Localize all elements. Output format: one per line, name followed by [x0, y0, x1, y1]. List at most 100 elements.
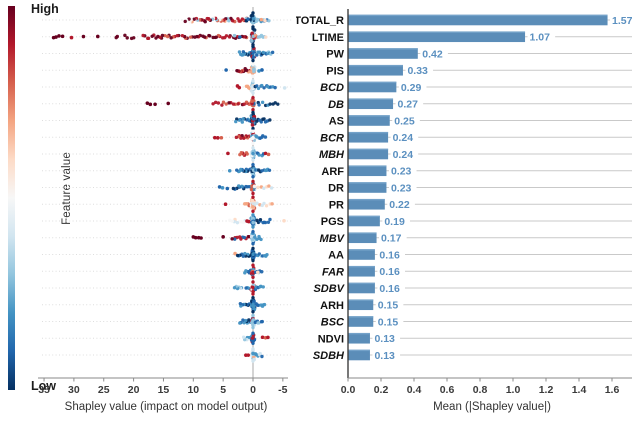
shap-point	[246, 235, 250, 239]
bar-highlight-edge	[348, 265, 375, 268]
value-label-backing	[420, 48, 448, 59]
shap-point	[169, 36, 173, 40]
shap-outlier-point	[95, 34, 100, 39]
shap-point	[251, 129, 255, 133]
x-tick-label: 0.6	[440, 384, 455, 396]
shap-outlier-point	[145, 101, 150, 105]
bar-value-label: 0.33	[407, 65, 428, 77]
shap-outlier-point	[225, 186, 230, 191]
mean-shap-bar	[348, 316, 374, 327]
shap-point	[261, 285, 265, 289]
shap-point	[250, 31, 254, 36]
shap-point	[183, 19, 187, 24]
shap-point	[250, 123, 255, 127]
bar-highlight-edge	[348, 299, 374, 301]
shap-point	[253, 235, 257, 239]
feature-label: NDVI	[318, 333, 344, 345]
bar-value-label: 0.19	[384, 216, 405, 228]
shap-point	[235, 168, 239, 172]
shap-point	[267, 168, 272, 172]
shap-point	[146, 36, 150, 41]
shap-outlier-point	[226, 151, 230, 156]
shap-point	[244, 84, 249, 89]
shap-point	[260, 354, 264, 359]
x-tick-label: 0.8	[473, 384, 488, 396]
x-tick-label: 25	[98, 384, 110, 396]
shap-outlier-point	[227, 168, 232, 173]
shap-point	[251, 16, 256, 21]
bar-value-label: 0.23	[391, 166, 412, 178]
shap-point	[259, 120, 263, 124]
shap-outlier-point	[81, 34, 86, 39]
shap-point	[216, 101, 221, 105]
value-label-backing	[388, 165, 417, 177]
shap-point	[258, 351, 262, 356]
shap-point	[251, 96, 255, 100]
shap-point	[251, 242, 255, 246]
shap-point	[244, 184, 248, 189]
mean-shap-bar	[348, 115, 390, 126]
shap-point	[235, 253, 240, 258]
bar-highlight-edge	[348, 249, 375, 251]
shap-point	[243, 251, 247, 256]
shap-point	[251, 220, 256, 225]
bar-value-label: 0.15	[378, 316, 399, 328]
mean-shap-bar	[348, 131, 389, 143]
feature-label: FAR	[322, 266, 344, 278]
mean-shap-bar	[348, 165, 387, 177]
shap-point	[249, 187, 254, 192]
shap-point	[160, 33, 165, 38]
feature-label: MBV	[320, 233, 346, 245]
shap-point	[251, 292, 255, 296]
shap-point	[267, 19, 271, 23]
value-label-backing	[375, 316, 404, 327]
shap-point	[141, 33, 145, 38]
shap-point	[260, 83, 264, 88]
shap-point	[257, 153, 261, 157]
shap-point	[251, 252, 255, 256]
shap-point	[236, 102, 240, 106]
shap-point	[257, 103, 261, 107]
shap-point	[251, 270, 255, 275]
shap-outlier-point	[255, 270, 260, 275]
shap-point	[235, 68, 239, 73]
shap-point	[224, 102, 228, 106]
shap-point	[207, 33, 211, 38]
shap-point	[188, 35, 193, 39]
shap-point	[251, 347, 255, 351]
shap-point	[201, 34, 205, 38]
shap-point	[251, 304, 256, 309]
x-tick-label: 1.4	[572, 384, 587, 396]
mean-shap-bar	[348, 332, 370, 344]
x-tick-label: 0	[250, 384, 256, 396]
value-label-backing	[382, 215, 410, 227]
feature-label: AA	[328, 250, 344, 262]
shap-point	[125, 36, 129, 40]
shap-point	[252, 184, 257, 189]
shap-point	[234, 119, 238, 124]
shap-point	[129, 36, 134, 41]
mean-shap-bar	[348, 249, 375, 260]
feature-label: BCD	[320, 82, 344, 94]
shap-point	[211, 102, 215, 106]
left-x-axis-title: Shapley value (impact on model output)	[64, 401, 268, 413]
shap-point	[251, 280, 255, 284]
shap-point	[175, 33, 179, 38]
shap-point	[276, 102, 280, 106]
shap-outlier-point	[223, 202, 228, 207]
shap-point	[257, 50, 262, 54]
bar-highlight-edge	[348, 115, 390, 117]
feature-label: PIS	[326, 65, 344, 77]
feature-value-colorbar	[8, 6, 15, 390]
colorbar-high-label: High	[31, 2, 59, 16]
shap-outlier-point	[166, 101, 171, 106]
shap-point	[255, 201, 259, 205]
x-tick-label: 15	[158, 384, 170, 396]
shap-point	[251, 246, 255, 251]
shap-point	[262, 86, 266, 90]
shap-point	[230, 237, 234, 241]
shap-outlier-point	[237, 85, 242, 90]
shap-outlier-point	[212, 135, 217, 140]
bar-highlight-edge	[348, 165, 387, 167]
